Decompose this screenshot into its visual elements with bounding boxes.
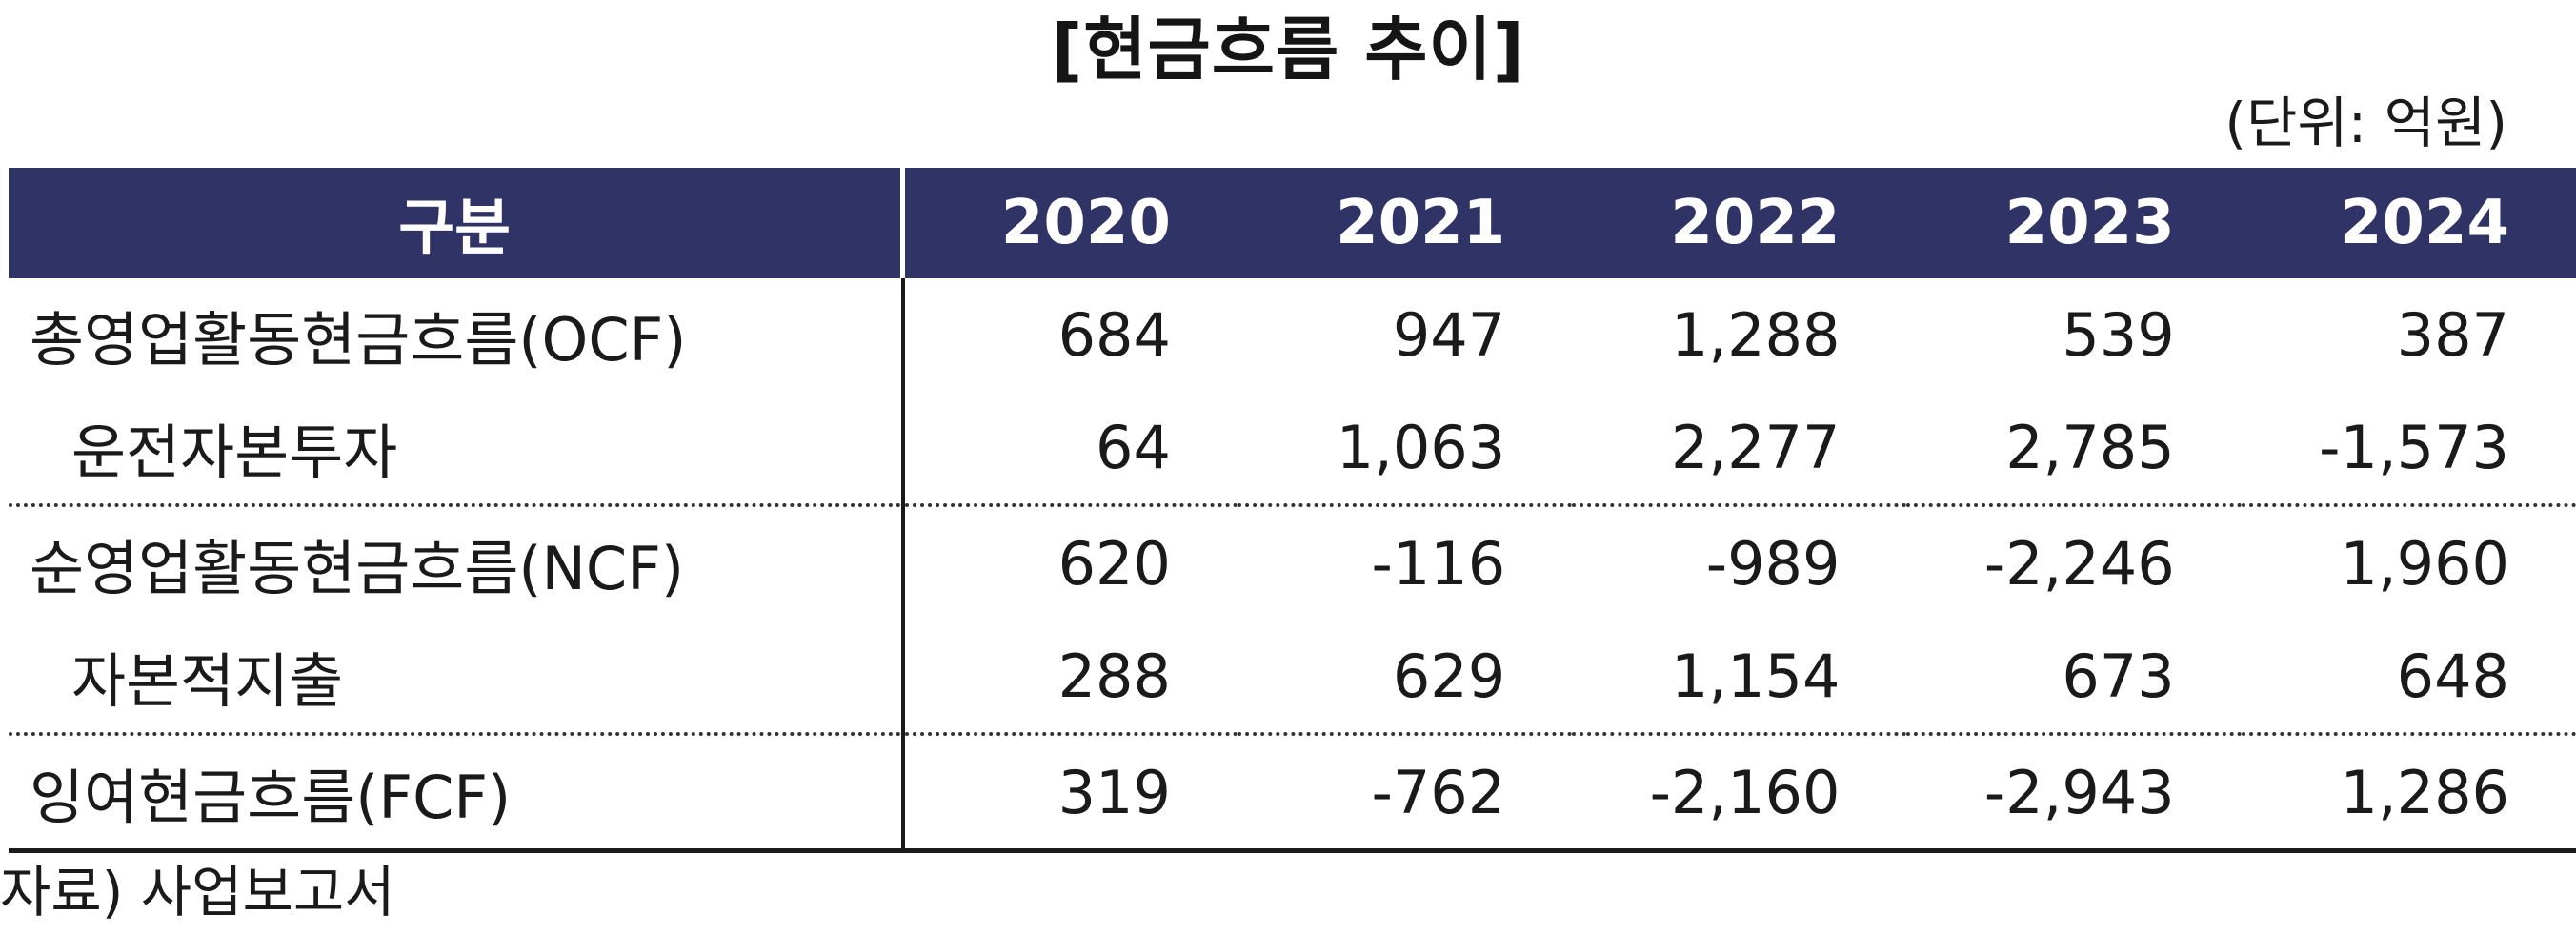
row-label-working-capital: 운전자본투자	[9, 391, 905, 507]
cell-ncf-2022: -989	[1705, 528, 1841, 599]
table-row-ocf: 총영업활동현금흐름(OCF) 684 947 1,288 539 387	[9, 278, 2576, 391]
header-year-2024: 2024	[2241, 168, 2576, 278]
cell-ocf-2024: 387	[2396, 299, 2509, 370]
cell-fcf-2023: -2,943	[1906, 734, 2242, 853]
page-title: [현금흐름 추이]	[1051, 10, 1525, 90]
table-row-ncf: 순영업활동현금흐름(NCF) 620 -116 -989 -2,246 1,96…	[9, 505, 2576, 620]
header-year-2021: 2021	[1237, 168, 1573, 278]
cell-ncf-2020: 620	[1057, 528, 1171, 599]
row-label-ocf: 총영업활동현금흐름(OCF)	[9, 278, 905, 391]
cell-wc-2024: -1,573	[2241, 391, 2576, 507]
table-row-fcf: 잉여현금흐름(FCF) 319 -762 -2,160 -2,943 1,286	[9, 734, 2576, 853]
unit-label: (단위: 억원)	[2224, 91, 2507, 155]
cell-ncf-2024: 1,960	[2340, 528, 2510, 599]
source-note: 자료) 사업보고서	[0, 860, 395, 925]
cell-fcf-2021: -762	[1237, 734, 1573, 853]
cell-wc-2021: 1,063	[1237, 391, 1573, 507]
cell-wc-2023: 2,785	[1906, 391, 2242, 507]
row-label-fcf: 잉여현금흐름(FCF)	[9, 734, 905, 853]
cell-capex-2022: 1,154	[1572, 620, 1907, 736]
cell-ncf-2021: -116	[1371, 528, 1506, 599]
cell-wc-2022: 2,277	[1572, 391, 1907, 507]
cell-fcf-2024: 1,286	[2241, 734, 2576, 853]
header-category: 구분	[9, 168, 906, 278]
cell-capex-2023: 673	[1906, 620, 2242, 736]
cell-fcf-2020: 319	[902, 734, 1238, 853]
header-year-2020: 2020	[902, 168, 1238, 278]
cashflow-table: 구분 2020 2021 2022 2023 2024 총영업활동현금흐름(OC…	[9, 168, 2576, 853]
table-header-row: 구분 2020 2021 2022 2023 2024	[9, 168, 2576, 278]
cell-ocf-2022: 1,288	[1670, 299, 1841, 370]
cell-capex-2020: 288	[902, 620, 1238, 736]
cell-ncf-2023: -2,246	[1983, 528, 2175, 599]
cell-capex-2024: 648	[2241, 620, 2576, 736]
cell-wc-2020: 64	[902, 391, 1238, 507]
header-year-2022: 2022	[1572, 168, 1907, 278]
cell-fcf-2022: -2,160	[1572, 734, 1907, 853]
cell-ocf-2021: 947	[1392, 299, 1506, 370]
table-row-capex: 자본적지출 288 629 1,154 673 648	[9, 620, 2576, 736]
cell-ocf-2023: 539	[2062, 299, 2175, 370]
row-label-capex: 자본적지출	[9, 620, 905, 736]
cell-ocf-2020: 684	[1057, 299, 1171, 370]
table-row-working-capital: 운전자본투자 64 1,063 2,277 2,785 -1,573	[9, 391, 2576, 507]
cell-capex-2021: 629	[1237, 620, 1573, 736]
header-year-2023: 2023	[1906, 168, 2242, 278]
row-label-ncf: 순영업활동현금흐름(NCF)	[9, 505, 905, 620]
